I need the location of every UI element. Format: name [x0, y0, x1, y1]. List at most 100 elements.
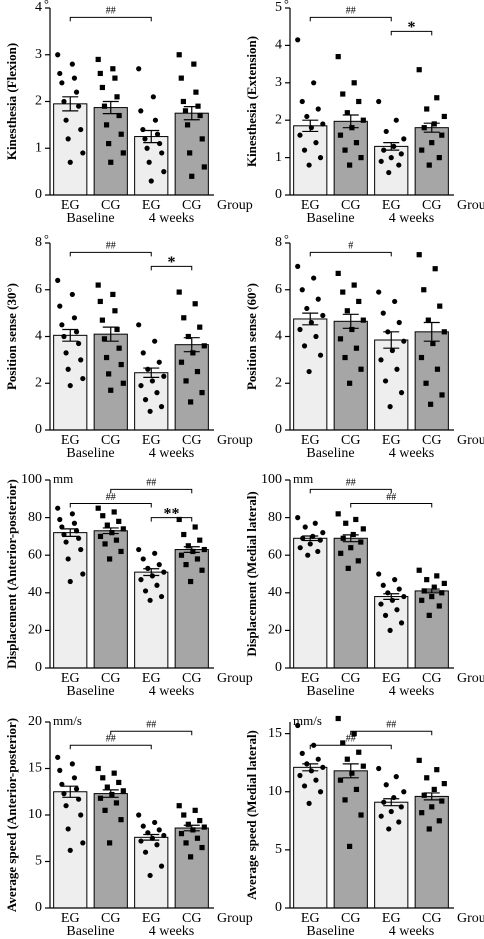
data-point — [181, 315, 187, 321]
data-point — [421, 792, 427, 798]
x-tick-label: EG — [142, 911, 161, 926]
data-point — [317, 789, 324, 795]
data-point — [80, 571, 86, 577]
data-point — [152, 819, 158, 826]
error-bar — [102, 527, 119, 535]
data-point — [57, 303, 63, 309]
y-tick-label: 6 — [275, 282, 282, 297]
error-bar — [383, 593, 400, 600]
data-point — [429, 140, 435, 146]
error-bar — [342, 114, 359, 129]
data-point — [118, 131, 124, 137]
data-point — [108, 387, 114, 393]
x-tick-label: EG — [382, 911, 401, 926]
data-point — [315, 106, 321, 112]
data-point — [387, 627, 393, 634]
y-axis-label: Average speed (Anterior-posterior) — [4, 718, 19, 912]
data-point — [299, 750, 305, 756]
data-point — [189, 173, 195, 179]
data-point — [188, 399, 194, 405]
data-point — [441, 113, 447, 120]
significance-bracket — [69, 744, 152, 750]
data-point — [161, 373, 167, 379]
y-tick-label: 1 — [275, 150, 282, 165]
error-bar — [423, 588, 440, 594]
data-point — [80, 840, 86, 846]
panel: Displacement (Medial lateral) 0 20 40 60 80 10… — [244, 471, 484, 699]
data-point — [145, 366, 151, 372]
data-point — [416, 67, 422, 73]
data-point — [136, 546, 142, 553]
data-point — [299, 98, 305, 105]
data-point — [312, 520, 318, 526]
significance-bracket — [309, 488, 392, 494]
data-point — [337, 777, 344, 783]
data-point — [188, 578, 194, 585]
data-point — [441, 329, 447, 335]
data-point — [191, 61, 197, 67]
data-point — [107, 840, 113, 846]
data-point — [111, 770, 117, 776]
data-point — [104, 522, 110, 528]
data-point — [147, 408, 153, 414]
data-point — [65, 556, 71, 562]
bar — [293, 318, 328, 431]
data-point — [360, 317, 366, 323]
data-point — [428, 401, 434, 407]
group-label: 4 weeks — [389, 446, 435, 461]
error-bar — [302, 119, 319, 133]
bar — [333, 537, 368, 669]
data-point — [142, 588, 149, 594]
data-point — [340, 91, 346, 97]
data-point — [439, 590, 445, 596]
data-point — [426, 162, 432, 168]
data-point — [342, 797, 348, 803]
data-point — [199, 567, 205, 573]
data-point — [116, 518, 122, 524]
data-point — [152, 117, 159, 123]
x-tick-label: CG — [101, 198, 120, 213]
group-label: Baseline — [66, 446, 114, 461]
data-point — [401, 593, 407, 600]
data-point — [307, 541, 313, 547]
data-point — [178, 552, 185, 558]
data-point — [320, 764, 326, 770]
data-point — [184, 122, 191, 128]
y-tick-label: 8 — [35, 235, 42, 250]
data-point — [349, 326, 355, 333]
data-point — [183, 378, 189, 384]
y-tick-label: 15 — [28, 761, 42, 776]
x-axis-label: Group — [217, 198, 253, 213]
data-point — [71, 315, 78, 321]
data-point — [416, 567, 422, 573]
data-point — [67, 847, 73, 853]
error-bar — [183, 106, 200, 121]
unit-label: ° — [284, 232, 289, 246]
data-point — [57, 767, 63, 773]
error-bar — [302, 312, 319, 326]
x-axis-label: Group — [457, 433, 484, 448]
bar — [333, 770, 368, 909]
data-point — [335, 511, 341, 517]
significance-label: * — [168, 254, 176, 271]
y-tick-label: 0 — [275, 422, 282, 437]
significance-label: ## — [346, 734, 356, 745]
data-point — [142, 136, 148, 142]
data-point — [419, 147, 425, 153]
data-point — [388, 808, 394, 815]
data-point — [80, 375, 86, 382]
x-tick-label: CG — [182, 433, 201, 448]
y-tick-label: 4 — [275, 329, 282, 344]
data-point — [431, 786, 437, 793]
data-point — [183, 562, 189, 568]
data-point — [381, 799, 387, 805]
error-bar — [62, 96, 79, 112]
data-point — [436, 818, 442, 824]
error-bar — [62, 328, 79, 342]
data-point — [63, 539, 69, 545]
group-label: Baseline — [306, 446, 354, 461]
data-point — [317, 352, 324, 358]
data-point — [348, 545, 354, 551]
data-point — [154, 131, 161, 137]
